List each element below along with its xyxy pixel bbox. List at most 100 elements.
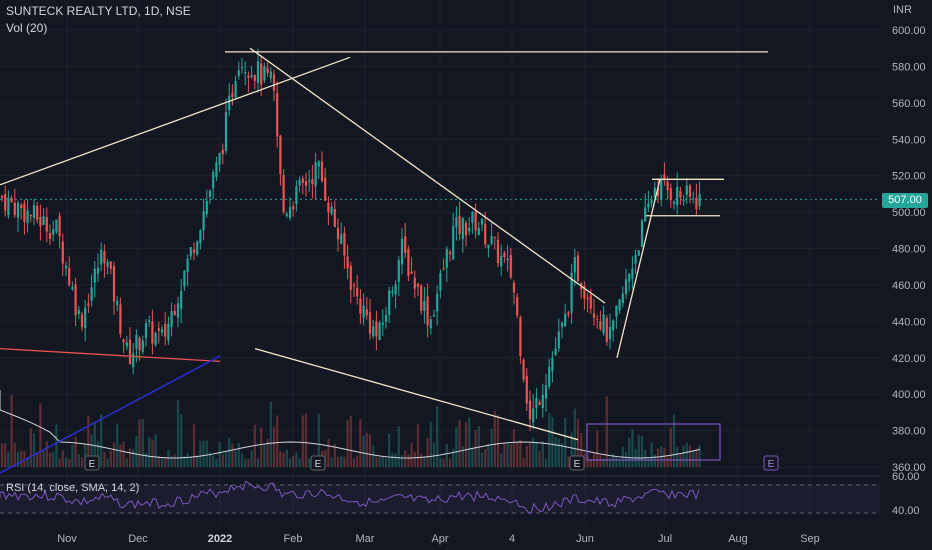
volume-bar xyxy=(525,445,528,467)
candle-body xyxy=(39,217,42,227)
volume-bar xyxy=(196,455,199,467)
volume-bar xyxy=(55,424,58,467)
volume-bar xyxy=(391,452,394,467)
volume-bar xyxy=(16,451,20,467)
candle-body xyxy=(298,180,301,186)
candle-body xyxy=(7,197,10,216)
rsi-label: RSI (14, close, SMA, 14, 2) xyxy=(6,482,140,494)
trendline xyxy=(254,348,579,441)
candle-body xyxy=(160,329,164,333)
symbol-title[interactable]: SUNTECK REALTY LTD, 1D, NSE xyxy=(6,4,191,18)
volume-bar xyxy=(500,453,503,467)
volume-bar xyxy=(77,454,80,467)
volume-bar xyxy=(10,395,13,467)
current-price-badge: 507.00 xyxy=(882,193,928,208)
earnings-marker-label: E xyxy=(574,459,581,470)
candle-body xyxy=(333,209,336,228)
volume-bar xyxy=(244,458,247,467)
volume-bar xyxy=(285,449,288,467)
candle-body xyxy=(564,314,567,327)
volume-bar xyxy=(669,427,672,467)
volume-bar xyxy=(45,441,48,467)
candle-body xyxy=(29,214,32,217)
volume-bar xyxy=(672,414,676,467)
candle-body xyxy=(32,205,36,219)
volume-bar xyxy=(183,456,186,467)
candle-body xyxy=(528,400,532,420)
volume-bar xyxy=(269,401,272,467)
volume-bar xyxy=(224,450,228,467)
volume-bar xyxy=(71,445,74,467)
volume-bar xyxy=(116,423,119,467)
candle-body xyxy=(80,314,84,327)
time-tick-label: 4 xyxy=(509,533,515,545)
volume-bar xyxy=(400,455,404,467)
candle-body xyxy=(279,135,282,175)
candle-body xyxy=(93,268,96,283)
volume-bar xyxy=(160,457,164,467)
candle-body xyxy=(122,339,125,343)
volume-bar xyxy=(231,443,234,467)
volume-bar xyxy=(528,442,532,467)
candle-body xyxy=(653,187,656,198)
candle-body xyxy=(394,284,397,295)
volume-bar xyxy=(96,441,100,467)
earnings-marker xyxy=(569,455,585,471)
candle-body xyxy=(317,161,320,167)
time-tick-label: Sep xyxy=(800,533,820,545)
candle-body xyxy=(103,251,106,264)
volume-bar xyxy=(180,414,183,467)
time-tick-label: 2022 xyxy=(208,533,232,545)
candle-body xyxy=(58,215,61,237)
volume-bar xyxy=(560,443,564,467)
volume-bar xyxy=(602,458,605,467)
candle-body xyxy=(436,293,439,312)
selection-box[interactable] xyxy=(586,423,721,461)
candle-body xyxy=(650,199,653,204)
volume-bar xyxy=(512,429,516,467)
candle-body xyxy=(599,321,602,330)
volume-bar xyxy=(189,456,192,467)
candle-body xyxy=(199,230,202,244)
candle-body xyxy=(285,213,288,216)
candle-body xyxy=(589,295,592,309)
volume-bar xyxy=(698,444,701,467)
candle-body xyxy=(10,197,13,203)
candle-body xyxy=(461,217,464,240)
price-tick-label: 540.00 xyxy=(892,134,926,146)
volume-bar xyxy=(535,441,538,467)
volume-bar xyxy=(484,449,487,467)
candle-body xyxy=(567,312,570,315)
candle-body xyxy=(381,322,384,325)
volume-bar xyxy=(439,457,442,467)
time-tick-label: Jul xyxy=(658,533,672,545)
candle-body xyxy=(148,320,151,323)
trendline xyxy=(616,179,661,358)
candle-body xyxy=(352,285,356,287)
volume-bar xyxy=(346,420,349,467)
candle-body xyxy=(202,211,205,231)
candle-body xyxy=(301,178,304,183)
volume-bar xyxy=(487,443,490,467)
candle-body xyxy=(484,223,487,245)
candle-body xyxy=(637,250,640,256)
volume-bar xyxy=(132,448,135,467)
candle-body xyxy=(391,291,394,294)
candle-body xyxy=(445,248,448,268)
price-tick-label: 440.00 xyxy=(892,316,926,328)
price-tick-label: 480.00 xyxy=(892,244,926,256)
candle-body xyxy=(16,203,20,218)
candle-body xyxy=(471,212,474,223)
candle-body xyxy=(68,267,71,285)
volume-bar xyxy=(471,447,474,467)
candle-body xyxy=(432,314,436,317)
volume-bar xyxy=(468,417,471,467)
volume-bar xyxy=(448,458,452,467)
trendline xyxy=(0,347,221,363)
volume-bar xyxy=(695,448,698,467)
volume-bar xyxy=(295,452,298,467)
volume-bar xyxy=(13,442,16,467)
candle-body xyxy=(87,303,90,306)
